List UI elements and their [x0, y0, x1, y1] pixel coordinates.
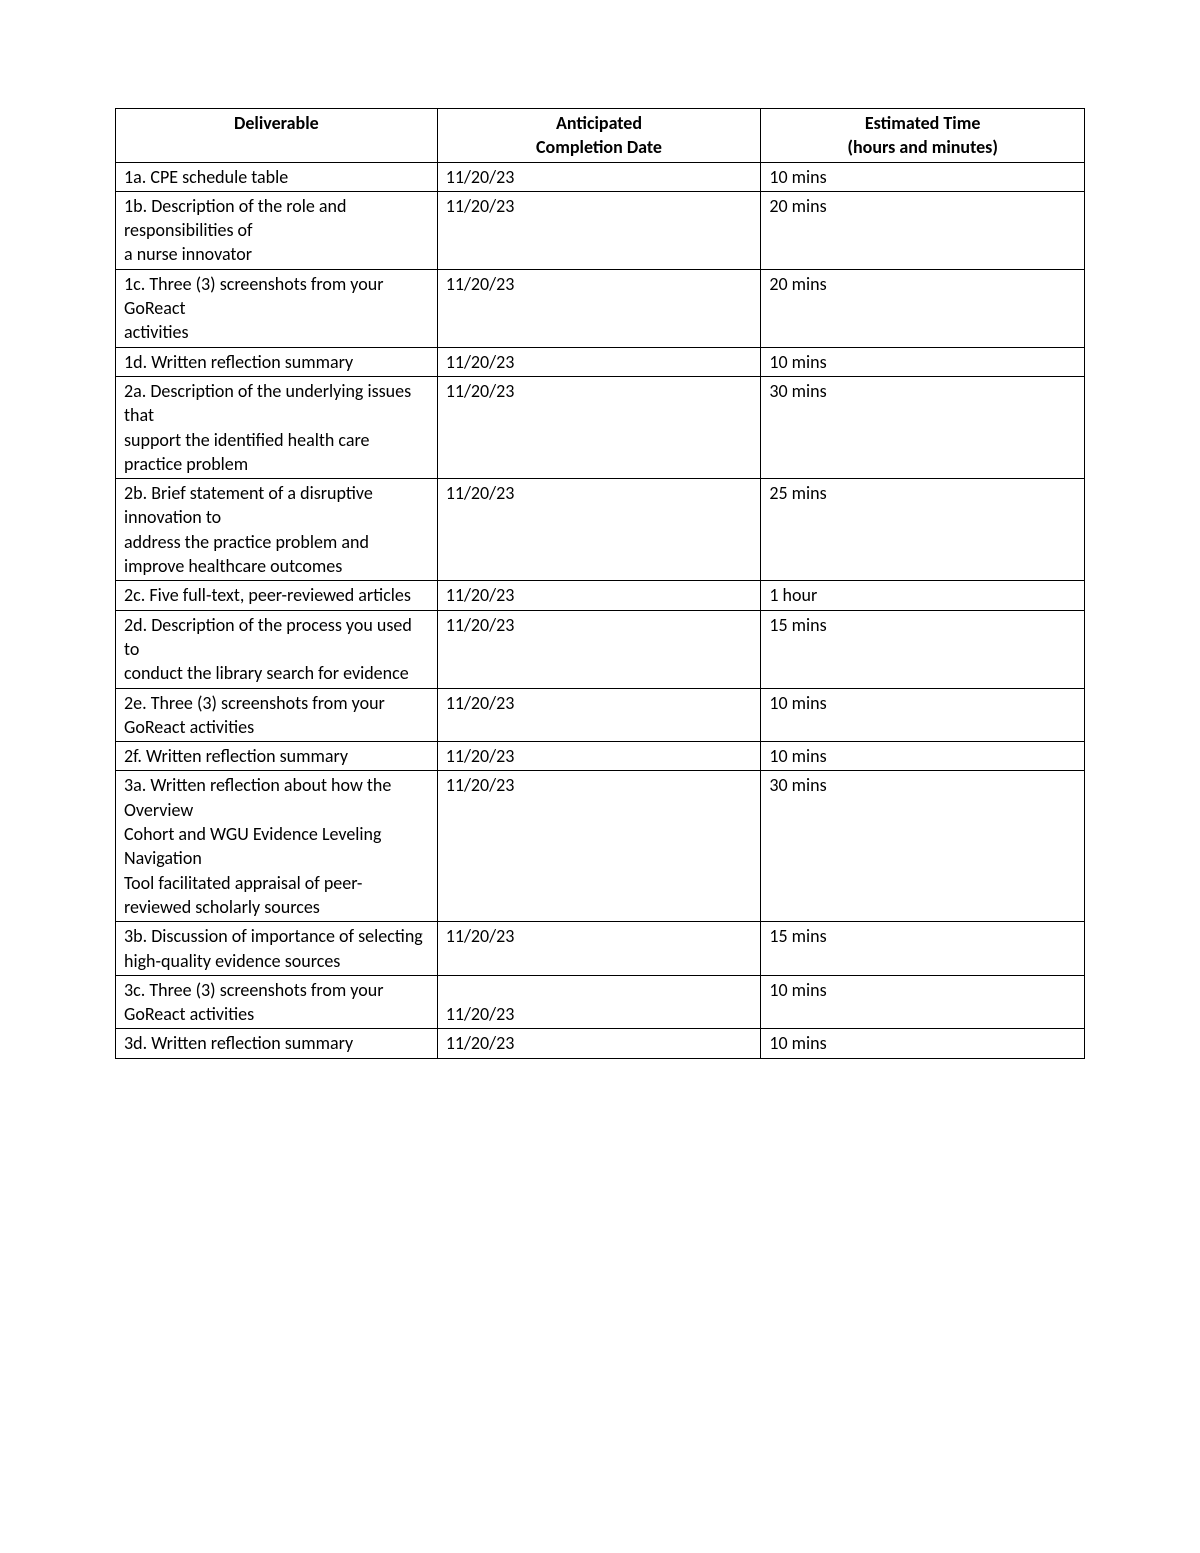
table-row: 3d. Written reflection summary11/20/2310… [116, 1029, 1085, 1058]
cell-time: 10 mins [761, 347, 1085, 376]
cell-date: 11/20/23 [437, 610, 761, 688]
cell-time: 15 mins [761, 922, 1085, 976]
table-row: 1d. Written reflection summary11/20/2310… [116, 347, 1085, 376]
col-header-date-line1: Anticipated [556, 112, 642, 134]
cell-date: 11/20/23 [437, 771, 761, 922]
table-row: 3b. Discussion of importance of selectin… [116, 922, 1085, 976]
cell-date: 11/20/23 [437, 1029, 761, 1058]
cell-date: 11/20/23 [437, 269, 761, 347]
col-header-deliverable: Deliverable [116, 109, 438, 163]
table-row: 1c. Three (3) screenshots from your GoRe… [116, 269, 1085, 347]
cell-deliverable: 2d. Description of the process you used … [116, 610, 438, 688]
cell-time: 20 mins [761, 191, 1085, 269]
cell-time: 15 mins [761, 610, 1085, 688]
table-row: 2c. Five full-text, peer-reviewed articl… [116, 581, 1085, 610]
col-header-time-line1: Estimated Time [865, 112, 981, 134]
cell-date: 11/20/23 [437, 922, 761, 976]
deliverables-table: Deliverable Anticipated Completion Date … [115, 108, 1085, 1059]
cell-deliverable: 2b. Brief statement of a disruptive inno… [116, 479, 438, 581]
cell-deliverable: 2e. Three (3) screenshots from your GoRe… [116, 688, 438, 742]
cell-date: 11/20/23 [437, 742, 761, 771]
cell-date: 11/20/23 [437, 479, 761, 581]
cell-time: 10 mins [761, 162, 1085, 191]
table-header: Deliverable Anticipated Completion Date … [116, 109, 1085, 163]
cell-time: 10 mins [761, 975, 1085, 1029]
cell-time: 30 mins [761, 771, 1085, 922]
cell-time: 10 mins [761, 688, 1085, 742]
table-row: 2f. Written reflection summary11/20/2310… [116, 742, 1085, 771]
cell-deliverable: 3c. Three (3) screenshots from your GoRe… [116, 975, 438, 1029]
col-header-time-line2: (hours and minutes) [847, 136, 998, 158]
cell-deliverable: 3b. Discussion of importance of selectin… [116, 922, 438, 976]
cell-deliverable: 3d. Written reflection summary [116, 1029, 438, 1058]
cell-deliverable: 1a. CPE schedule table [116, 162, 438, 191]
cell-time: 25 mins [761, 479, 1085, 581]
cell-time: 10 mins [761, 742, 1085, 771]
cell-time: 1 hour [761, 581, 1085, 610]
cell-deliverable: 2c. Five full-text, peer-reviewed articl… [116, 581, 438, 610]
cell-deliverable: 2f. Written reflection summary [116, 742, 438, 771]
cell-time: 10 mins [761, 1029, 1085, 1058]
table-row: 2a. Description of the underlying issues… [116, 376, 1085, 478]
table-row: 1a. CPE schedule table11/20/2310 mins [116, 162, 1085, 191]
document-page: Deliverable Anticipated Completion Date … [0, 0, 1200, 1059]
cell-date: 11/20/23 [437, 376, 761, 478]
col-header-date: Anticipated Completion Date [437, 109, 761, 163]
table-row: 1b. Description of the role and responsi… [116, 191, 1085, 269]
table-row: 3c. Three (3) screenshots from your GoRe… [116, 975, 1085, 1029]
cell-deliverable: 3a. Written reflection about how the Ove… [116, 771, 438, 922]
col-header-time: Estimated Time (hours and minutes) [761, 109, 1085, 163]
table-row: 3a. Written reflection about how the Ove… [116, 771, 1085, 922]
cell-date: 11/20/23 [437, 191, 761, 269]
table-body: 1a. CPE schedule table11/20/2310 mins1b.… [116, 162, 1085, 1058]
cell-deliverable: 1d. Written reflection summary [116, 347, 438, 376]
col-header-date-line2: Completion Date [536, 136, 662, 158]
table-row: 2d. Description of the process you used … [116, 610, 1085, 688]
cell-date: 11/20/23 [437, 975, 761, 1029]
col-header-deliverable-text: Deliverable [234, 112, 319, 134]
cell-deliverable: 2a. Description of the underlying issues… [116, 376, 438, 478]
cell-time: 20 mins [761, 269, 1085, 347]
cell-date: 11/20/23 [437, 581, 761, 610]
cell-date: 11/20/23 [437, 688, 761, 742]
cell-date: 11/20/23 [437, 347, 761, 376]
cell-deliverable: 1b. Description of the role and responsi… [116, 191, 438, 269]
cell-deliverable: 1c. Three (3) screenshots from your GoRe… [116, 269, 438, 347]
table-row: 2e. Three (3) screenshots from your GoRe… [116, 688, 1085, 742]
table-header-row: Deliverable Anticipated Completion Date … [116, 109, 1085, 163]
table-row: 2b. Brief statement of a disruptive inno… [116, 479, 1085, 581]
cell-date: 11/20/23 [437, 162, 761, 191]
cell-time: 30 mins [761, 376, 1085, 478]
